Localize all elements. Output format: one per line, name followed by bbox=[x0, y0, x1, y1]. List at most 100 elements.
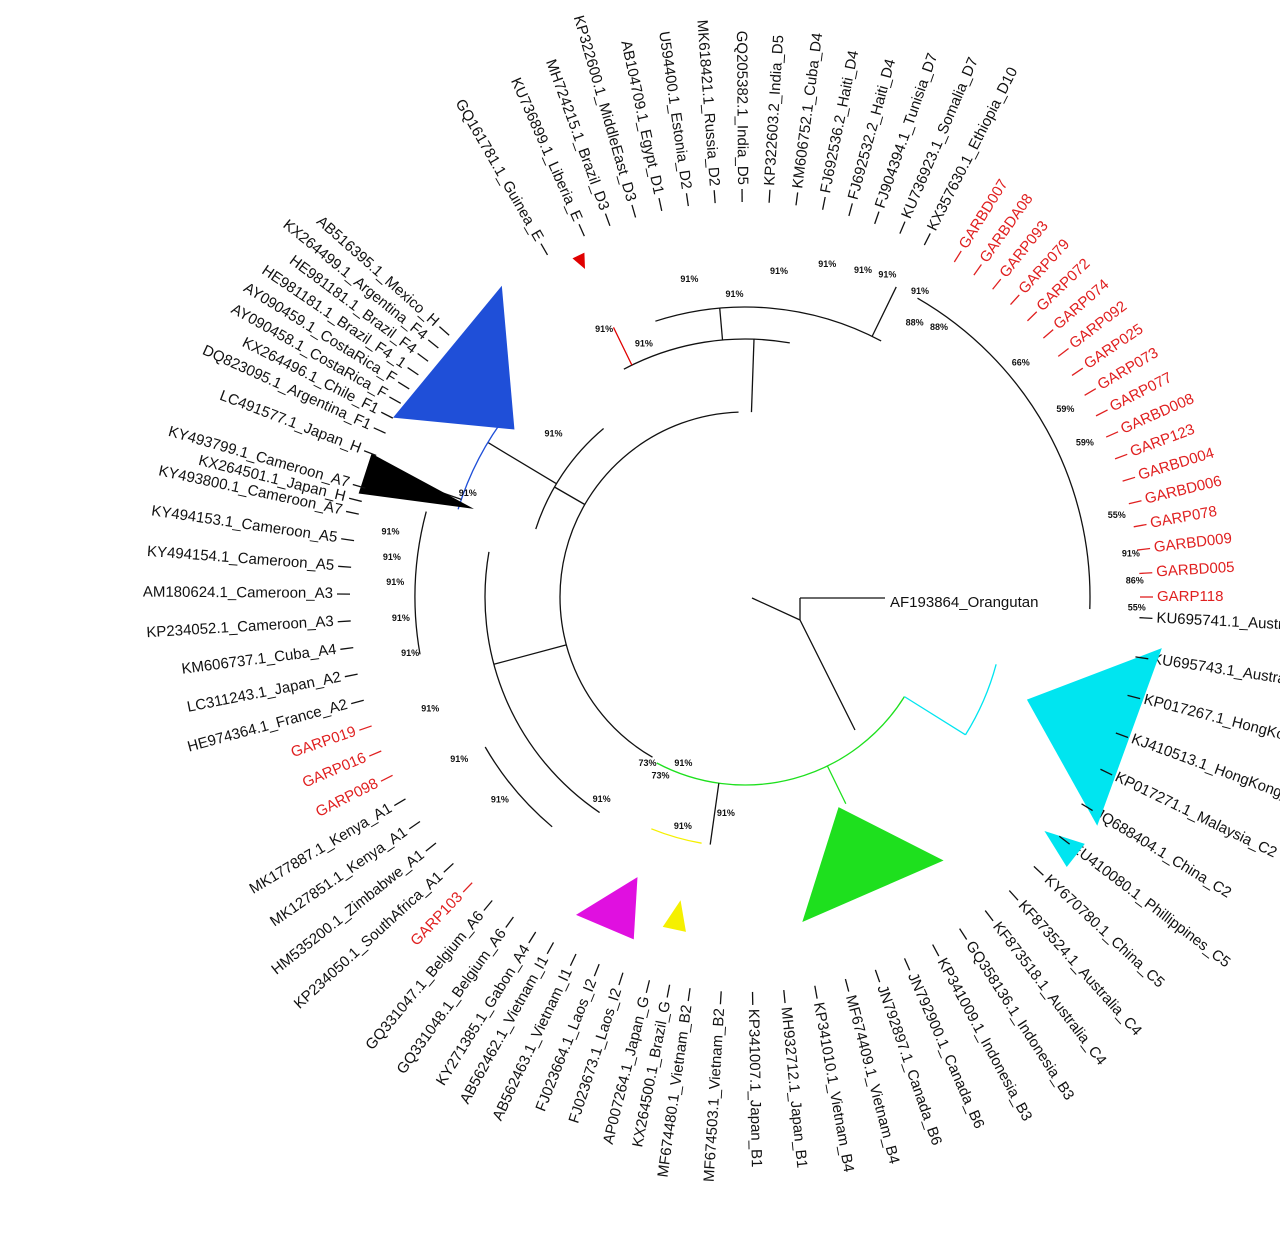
leaf-tip bbox=[1128, 500, 1142, 505]
leaf-label: GARBD005 bbox=[1156, 559, 1235, 581]
bootstrap-value: 91% bbox=[421, 704, 439, 714]
bootstrap-value: 88% bbox=[906, 318, 924, 328]
branch-E bbox=[612, 327, 633, 366]
leaf-tip bbox=[1135, 656, 1149, 660]
leaf-label: AM180624.1_Cameroon_A3 bbox=[143, 584, 333, 602]
leaf-label: GQ205382.1_India_D5 bbox=[733, 31, 751, 185]
leaf-tip bbox=[848, 203, 853, 217]
leaf-tip bbox=[658, 198, 663, 212]
leaf-tip bbox=[932, 944, 940, 957]
leaf-label: MH932712.1_Japan_B1 bbox=[778, 1006, 811, 1169]
leaf-tip bbox=[417, 352, 429, 362]
bootstrap-value: 91% bbox=[854, 265, 872, 275]
leaf-tip bbox=[408, 820, 421, 830]
branch-top bbox=[750, 339, 755, 413]
leaf-tip bbox=[1127, 694, 1141, 700]
branch-A bbox=[493, 644, 567, 665]
bootstrap-value: 88% bbox=[930, 322, 948, 332]
leaf-label: MF674503.1_Vietnam_B2 bbox=[701, 1008, 728, 1183]
leaf-tip bbox=[844, 978, 850, 992]
bootstrap-value: 91% bbox=[383, 552, 401, 562]
leaf-tip bbox=[1139, 572, 1153, 575]
leaf-tip bbox=[438, 326, 450, 336]
leaf-tip bbox=[1042, 329, 1054, 339]
leaf-tip bbox=[380, 411, 394, 419]
A1-arc bbox=[484, 746, 553, 828]
leaf-tip bbox=[351, 699, 364, 705]
branch-GI bbox=[709, 783, 720, 845]
bootstrap-value: 91% bbox=[726, 289, 744, 299]
leaf-tip bbox=[618, 972, 624, 986]
leaf-tip bbox=[425, 842, 437, 852]
leaf-tip bbox=[1133, 523, 1147, 528]
leaf-tip bbox=[1084, 388, 1097, 396]
leaf-tip bbox=[899, 221, 906, 234]
backbone-arc bbox=[559, 411, 739, 758]
leaf-tip bbox=[1122, 476, 1136, 482]
bootstrap-value: 86% bbox=[1126, 575, 1144, 585]
leaf-tip bbox=[546, 942, 555, 955]
leaf-tip bbox=[389, 396, 402, 404]
leaf-tip bbox=[783, 990, 786, 1004]
root-branch bbox=[799, 619, 856, 731]
bootstrap-value: 55% bbox=[1108, 510, 1126, 520]
bootstrap-value: 91% bbox=[770, 266, 788, 276]
leaf-tip bbox=[645, 980, 651, 994]
bootstrap-value: 91% bbox=[381, 526, 399, 536]
leaf-tip bbox=[959, 928, 968, 940]
leaf-tip bbox=[685, 193, 689, 207]
GI-arc bbox=[651, 828, 702, 844]
A-arc bbox=[484, 551, 600, 814]
leaf-tip bbox=[687, 988, 691, 1002]
leaf-tip bbox=[407, 367, 419, 376]
leaf-tip bbox=[397, 381, 410, 390]
leaf-tip bbox=[337, 620, 351, 623]
gt-arc bbox=[656, 696, 905, 786]
backbone-branch bbox=[554, 486, 586, 506]
leaf-tip bbox=[631, 204, 637, 218]
branch-B bbox=[826, 765, 847, 805]
leaf-tip bbox=[666, 984, 671, 998]
bootstrap-value: 91% bbox=[401, 648, 419, 658]
leaf-tip bbox=[973, 264, 982, 276]
leaf-label: KY494154.1_Cameroon_A5 bbox=[146, 543, 334, 574]
leaf-tip bbox=[874, 969, 881, 983]
leaf-tip bbox=[462, 882, 473, 893]
leaf-tip bbox=[923, 233, 931, 246]
leaf-tip bbox=[1057, 347, 1069, 357]
leaf-tip bbox=[604, 213, 611, 227]
leaf-tip bbox=[380, 774, 393, 782]
leaf-tip bbox=[505, 916, 514, 928]
leaf-tip bbox=[359, 725, 372, 731]
leaf-tip bbox=[1139, 617, 1153, 620]
leaf-tip bbox=[341, 538, 355, 542]
leaf-label: KP322603.2_India_D5 bbox=[761, 35, 787, 187]
branch-C bbox=[904, 696, 966, 736]
bootstrap-value: 91% bbox=[595, 324, 613, 334]
leaf-tip bbox=[352, 483, 366, 489]
leaf-tip bbox=[1008, 890, 1019, 901]
bootstrap-value: 91% bbox=[680, 274, 698, 284]
bootstrap-value: 91% bbox=[593, 794, 611, 804]
leaf-tip bbox=[427, 339, 439, 349]
leaf-tip bbox=[344, 673, 358, 678]
leaf-label: GARP118 bbox=[1157, 588, 1223, 605]
leaf-tip bbox=[369, 750, 382, 757]
bootstrap-value: 91% bbox=[544, 428, 562, 438]
leaf-tip bbox=[340, 647, 354, 650]
bootstrap-value: 55% bbox=[1128, 603, 1146, 613]
leaf-tip bbox=[821, 196, 826, 210]
clade-G-triangle bbox=[662, 900, 686, 932]
leaf-tip bbox=[1114, 453, 1128, 460]
bootstrap-value: 73% bbox=[638, 758, 656, 768]
leaf-label: KY670780.1_China_C5 bbox=[1041, 871, 1168, 991]
leaf-tip bbox=[1115, 732, 1129, 739]
leaf-tip bbox=[593, 963, 600, 977]
bootstrap-value: 91% bbox=[878, 269, 896, 279]
bootstrap-value: 73% bbox=[651, 770, 669, 780]
clade-H-triangle bbox=[358, 453, 474, 509]
leaf-tip bbox=[483, 900, 493, 911]
leaf-tip bbox=[795, 192, 799, 206]
leaf-tip bbox=[578, 224, 585, 237]
leaf-tip bbox=[1033, 865, 1044, 876]
